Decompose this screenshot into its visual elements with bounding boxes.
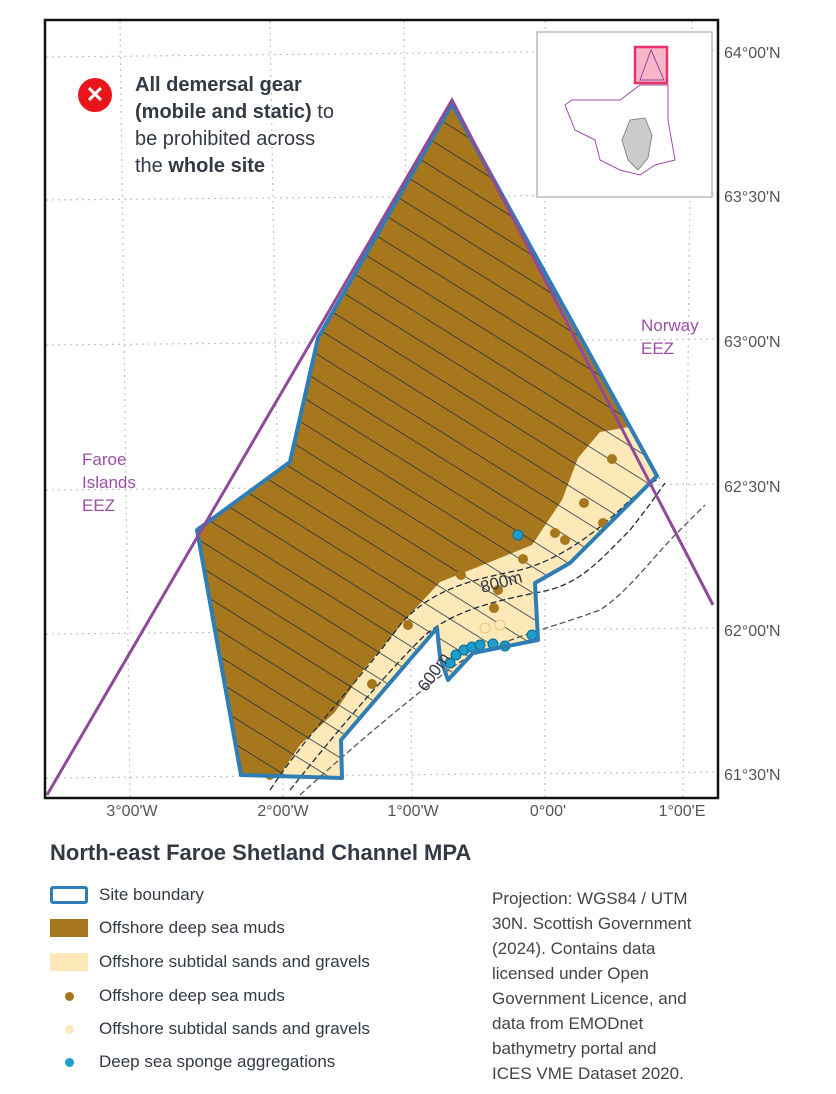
legend-item-sponge-point: Deep sea sponge aggregations: [50, 1052, 335, 1072]
legend-item-muds-area: Offshore deep sea muds: [50, 918, 285, 938]
management-note: All demersal gear (mobile and static) to…: [135, 72, 395, 180]
note-line-2-bold: (mobile and static): [135, 101, 312, 123]
norway-eez-label-2: EEZ: [641, 339, 675, 358]
map-title: North-east Faroe Shetland Channel MPA: [50, 840, 472, 865]
credit-line: Government Licence, and: [492, 989, 687, 1008]
lon-label: 3°00'W: [106, 803, 158, 820]
note-line-4-pre: the: [135, 155, 169, 177]
legend-item-sands-area: Offshore subtidal sands and gravels: [50, 952, 370, 972]
faroe-eez-label-3: EEZ: [82, 496, 116, 515]
credit-line: licensed under Open: [492, 964, 649, 983]
norway-eez-label: Norway EEZ: [641, 314, 699, 360]
lat-label: 63°30'N: [724, 189, 781, 206]
lat-label: 62°00'N: [724, 623, 781, 640]
faroe-eez-label: Faroe Islands EEZ: [82, 448, 136, 517]
credit-text: Projection: WGS84 / UTM 30N. Scottish Go…: [492, 886, 752, 1086]
credit-line: 30N. Scottish Government: [492, 914, 692, 933]
lon-label: 1°00'W: [387, 803, 439, 820]
credit-line: (2024). Contains data: [492, 939, 656, 958]
muds-point-swatch: [50, 987, 88, 1005]
legend-item-site-boundary: Site boundary: [50, 885, 204, 905]
lat-label: 62°30'N: [724, 479, 781, 496]
sands-point-swatch: [50, 1020, 88, 1038]
map-frame: [43, 18, 720, 800]
inset-map: [536, 31, 713, 198]
lon-label: 1°00'E: [658, 803, 706, 820]
note-line-2-rest: to: [311, 101, 334, 123]
inset-site-highlight: [633, 45, 669, 85]
legend-label: Deep sea sponge aggregations: [99, 1052, 336, 1071]
sands-fill-swatch: [50, 953, 88, 971]
faroe-eez-label-2: Islands: [82, 473, 136, 492]
lat-label: 61°30'N: [724, 767, 781, 784]
note-line-1: All demersal gear: [135, 74, 302, 96]
legend-item-sands-point: Offshore subtidal sands and gravels: [50, 1019, 370, 1039]
credit-line: data from EMODnet: [492, 1014, 644, 1033]
faroe-eez-label-1: Faroe: [82, 450, 127, 469]
legend-label: Offshore subtidal sands and gravels: [99, 952, 370, 971]
dot-icon: [64, 1024, 74, 1034]
legend-label: Offshore deep sea muds: [99, 986, 285, 1005]
prohibition-icon: ✕: [78, 78, 112, 112]
muds-fill-swatch: [50, 919, 88, 937]
legend-label: Offshore subtidal sands and gravels: [99, 1019, 370, 1038]
credit-line: Projection: WGS84 / UTM: [492, 889, 688, 908]
sponge-point-swatch: [50, 1053, 88, 1071]
note-line-4-bold: whole site: [168, 155, 266, 177]
lon-label: 0°00': [529, 803, 567, 820]
credit-line: ICES VME Dataset 2020.: [492, 1064, 684, 1083]
credit-line: bathymetry portal and: [492, 1039, 657, 1058]
norway-eez-label-1: Norway: [641, 316, 699, 335]
eez-boundary: [46, 96, 715, 796]
legend-label: Offshore deep sea muds: [99, 918, 285, 937]
site-boundary: [195, 102, 659, 780]
lon-label: 2°00'W: [257, 803, 309, 820]
depth-contours: [269, 477, 706, 796]
habitat-points: [265, 454, 617, 780]
dot-icon: [64, 1057, 74, 1067]
legend-item-muds-point: Offshore deep sea muds: [50, 986, 285, 1006]
lat-label: 64°00'N: [724, 45, 781, 62]
legend-label: Site boundary: [99, 885, 204, 904]
note-line-3: be prohibited across: [135, 128, 316, 150]
dot-icon: [64, 991, 74, 1001]
lat-label: 63°00'N: [724, 334, 781, 351]
outline-swatch: [50, 886, 88, 904]
